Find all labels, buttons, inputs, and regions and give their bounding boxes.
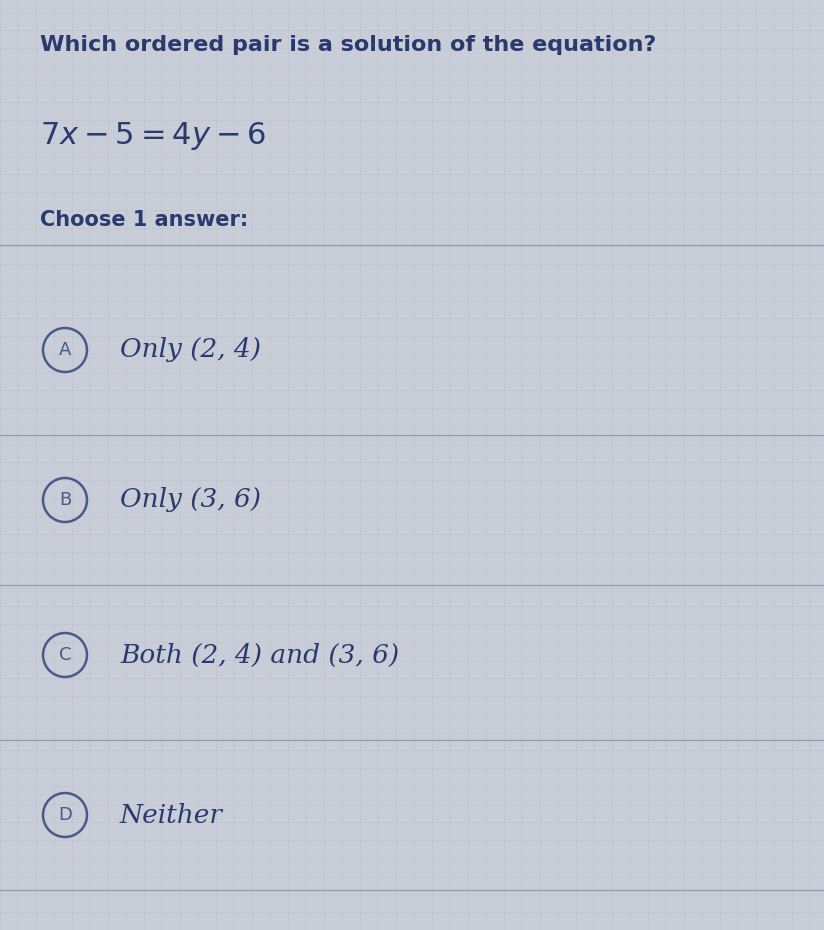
Text: Both (2, 4) and (3, 6): Both (2, 4) and (3, 6) <box>120 643 399 668</box>
Text: Only (3, 6): Only (3, 6) <box>120 487 261 512</box>
Text: C: C <box>59 646 71 664</box>
Text: Neither: Neither <box>120 803 223 828</box>
Text: A: A <box>59 341 71 359</box>
Text: Choose 1 answer:: Choose 1 answer: <box>40 210 248 230</box>
Text: Which ordered pair is a solution of the equation?: Which ordered pair is a solution of the … <box>40 35 657 55</box>
Text: B: B <box>59 491 71 509</box>
Text: Only (2, 4): Only (2, 4) <box>120 338 261 363</box>
Text: $7x - 5 = 4y - 6$: $7x - 5 = 4y - 6$ <box>40 120 266 152</box>
Text: D: D <box>58 806 72 824</box>
